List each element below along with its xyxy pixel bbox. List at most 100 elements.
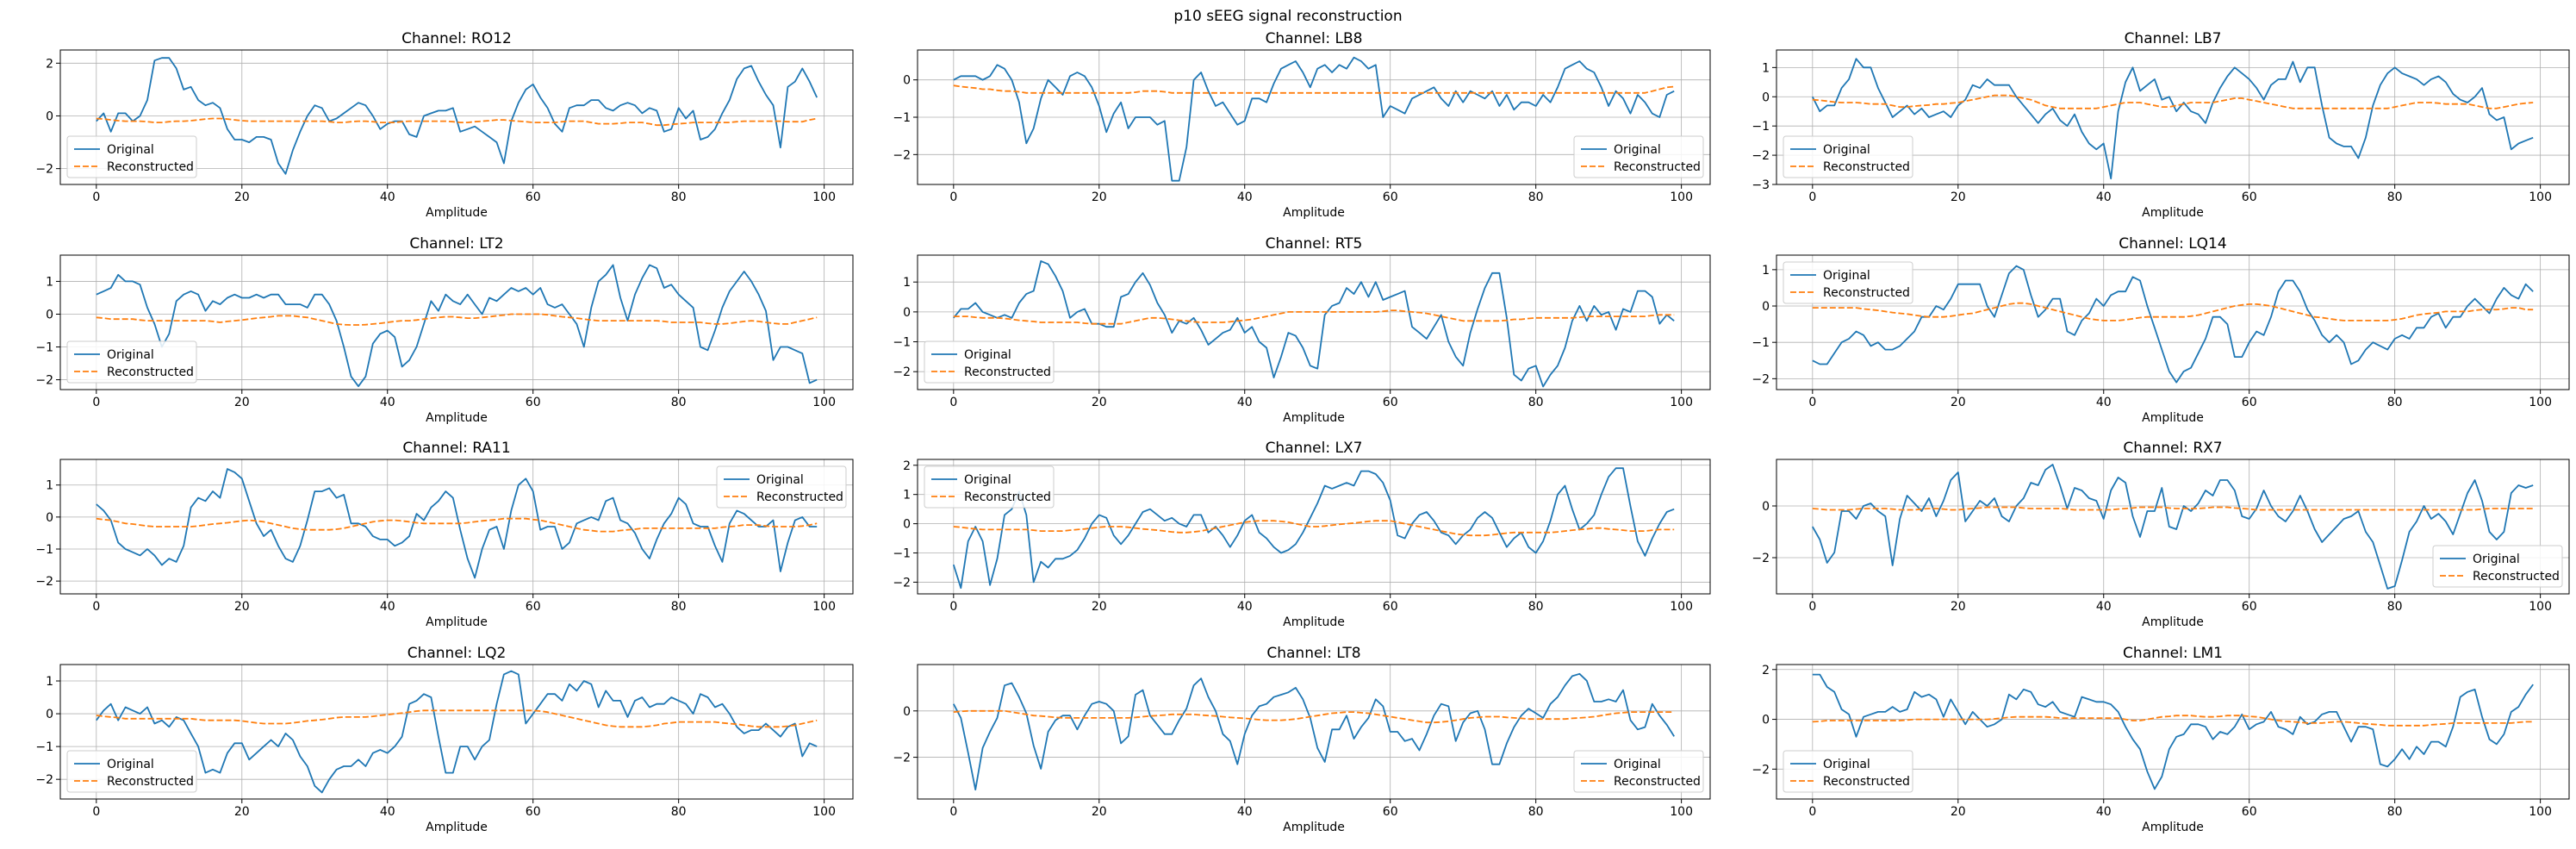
axes-frame <box>59 49 854 185</box>
x-tick-label: 100 <box>1670 805 1693 819</box>
x-tick-label: 20 <box>1092 396 1107 409</box>
y-tick-label: −2 <box>1752 552 1770 565</box>
y-tick-label: 0 <box>46 308 53 321</box>
x-tick-label: 0 <box>949 396 957 409</box>
subplot-6: Channel: RA11 0 20 40 60 80 100 −2 −1 0 1 Amplitude… <box>35 440 854 629</box>
series-line-original <box>96 264 818 388</box>
series-line-original <box>1812 464 2534 590</box>
x-tick-label: 100 <box>812 805 836 819</box>
x-axis-label: Amplitude <box>2142 411 2204 425</box>
axes-frame <box>59 664 854 800</box>
series-line-reconstructed <box>953 709 1675 724</box>
subplot-2: Channel: LB7 0 20 40 60 80 100 −3 −2 −1 0 1 Amplitud… <box>1752 30 2570 220</box>
subplot-title: Channel: LM1 <box>2123 645 2223 662</box>
x-tick-label: 80 <box>671 600 687 614</box>
legend-label: Reconstructed <box>1823 775 1910 789</box>
x-axis-label: Amplitude <box>426 821 488 834</box>
x-axis-label: Amplitude <box>1283 411 1345 425</box>
x-tick-label: 40 <box>2096 190 2112 204</box>
subplot-8: Channel: RX7 0 20 40 60 80 100 −2 0 Amplitude Orig… <box>1752 440 2570 629</box>
y-tick-label: −2 <box>35 575 53 589</box>
y-tick-label: −2 <box>35 773 53 787</box>
subplot-title: Channel: LQ14 <box>2119 235 2226 253</box>
subplot-title: Channel: LB7 <box>2125 30 2222 47</box>
legend: Original Reconstructed <box>924 465 1055 509</box>
y-tick-label: −1 <box>1752 336 1770 350</box>
x-tick-label: 20 <box>1951 396 1966 409</box>
series-line-original <box>953 259 1675 388</box>
figure-suptitle: p10 sEEG signal reconstruction <box>1173 8 1402 25</box>
x-tick-label: 80 <box>2387 190 2403 204</box>
y-tick-label: 0 <box>46 109 53 123</box>
x-tick-label: 40 <box>1237 600 1253 614</box>
subplot-title: Channel: LT2 <box>409 235 503 253</box>
subplot-9: Channel: LQ2 0 20 40 60 80 100 −2 −1 0 1 Amplitude O… <box>35 645 854 834</box>
subplot-0: Channel: RO12 0 20 40 60 80 100 −2 0 2 Amplitude Or… <box>35 30 854 220</box>
series-line-reconstructed <box>96 313 818 326</box>
legend-label: Original <box>2473 552 2520 566</box>
legend-box <box>716 465 847 509</box>
legend-label: Original <box>964 348 1011 362</box>
y-tick-label: 1 <box>46 275 53 289</box>
legend: Original Reconstructed <box>66 750 197 793</box>
x-tick-label: 20 <box>1951 805 1966 819</box>
legend-box <box>1783 261 1913 304</box>
legend-box <box>66 750 197 793</box>
x-tick-label: 60 <box>526 396 541 409</box>
legend: Original Reconstructed <box>924 340 1055 384</box>
y-tick-label: 0 <box>903 74 911 88</box>
x-tick-label: 20 <box>1092 190 1107 204</box>
y-tick-label: −2 <box>1752 372 1770 386</box>
x-tick-label: 100 <box>2529 190 2552 204</box>
series-line-reconstructed <box>1812 94 2534 109</box>
legend-label: Original <box>1823 143 1870 157</box>
axes-frame <box>1776 254 2570 390</box>
y-tick-label: −3 <box>1752 178 1770 192</box>
legend-box <box>1573 135 1704 178</box>
x-tick-label: 20 <box>234 805 250 819</box>
x-tick-label: 60 <box>2242 805 2257 819</box>
legend-label: Original <box>1823 758 1870 771</box>
subplot-1: Channel: LB8 0 20 40 60 80 100 −2 −1 0 Amplitude Or… <box>893 30 1711 220</box>
series-line-original <box>96 670 818 794</box>
legend-box <box>66 340 197 384</box>
x-tick-label: 80 <box>2387 396 2403 409</box>
y-tick-label: −2 <box>1752 149 1770 163</box>
series-line-original <box>1812 673 2534 790</box>
legend-label: Original <box>964 473 1011 487</box>
y-tick-label: 0 <box>903 518 911 532</box>
series-line-reconstructed <box>96 517 818 533</box>
legend-label: Reconstructed <box>1614 160 1701 174</box>
x-tick-label: 0 <box>1808 396 1816 409</box>
y-tick-label: −1 <box>893 336 911 350</box>
x-tick-label: 60 <box>526 600 541 614</box>
legend-box <box>924 465 1055 509</box>
x-tick-label: 60 <box>526 805 541 819</box>
series-line-original <box>96 468 818 579</box>
legend-label: Reconstructed <box>964 365 1051 379</box>
x-tick-label: 20 <box>234 600 250 614</box>
axes-frame <box>59 459 854 595</box>
y-tick-label: 2 <box>1762 664 1770 677</box>
x-axis-label: Amplitude <box>2142 206 2204 220</box>
x-tick-label: 20 <box>234 396 250 409</box>
x-axis-label: Amplitude <box>426 411 488 425</box>
legend-label: Original <box>107 758 154 771</box>
y-tick-label: −2 <box>893 752 911 765</box>
subplot-title: Channel: LX7 <box>1266 440 1363 457</box>
legend-label: Reconstructed <box>107 365 194 379</box>
subplot-title: Channel: RA11 <box>402 440 510 457</box>
y-tick-label: −2 <box>1752 763 1770 777</box>
y-tick-label: 0 <box>1762 300 1770 314</box>
legend-label: Original <box>1823 269 1870 283</box>
subplot-11: Channel: LM1 0 20 40 60 80 100 −2 0 2 Amplitude Ori… <box>1752 645 2570 834</box>
subplot-title: Channel: LT8 <box>1266 645 1360 662</box>
y-tick-label: 0 <box>1762 91 1770 104</box>
legend-box <box>1783 135 1913 178</box>
legend-label: Reconstructed <box>107 160 194 174</box>
series-line-original <box>96 57 818 175</box>
x-tick-label: 0 <box>1808 190 1816 204</box>
y-tick-label: 0 <box>1762 714 1770 727</box>
legend-box <box>2432 545 2563 588</box>
